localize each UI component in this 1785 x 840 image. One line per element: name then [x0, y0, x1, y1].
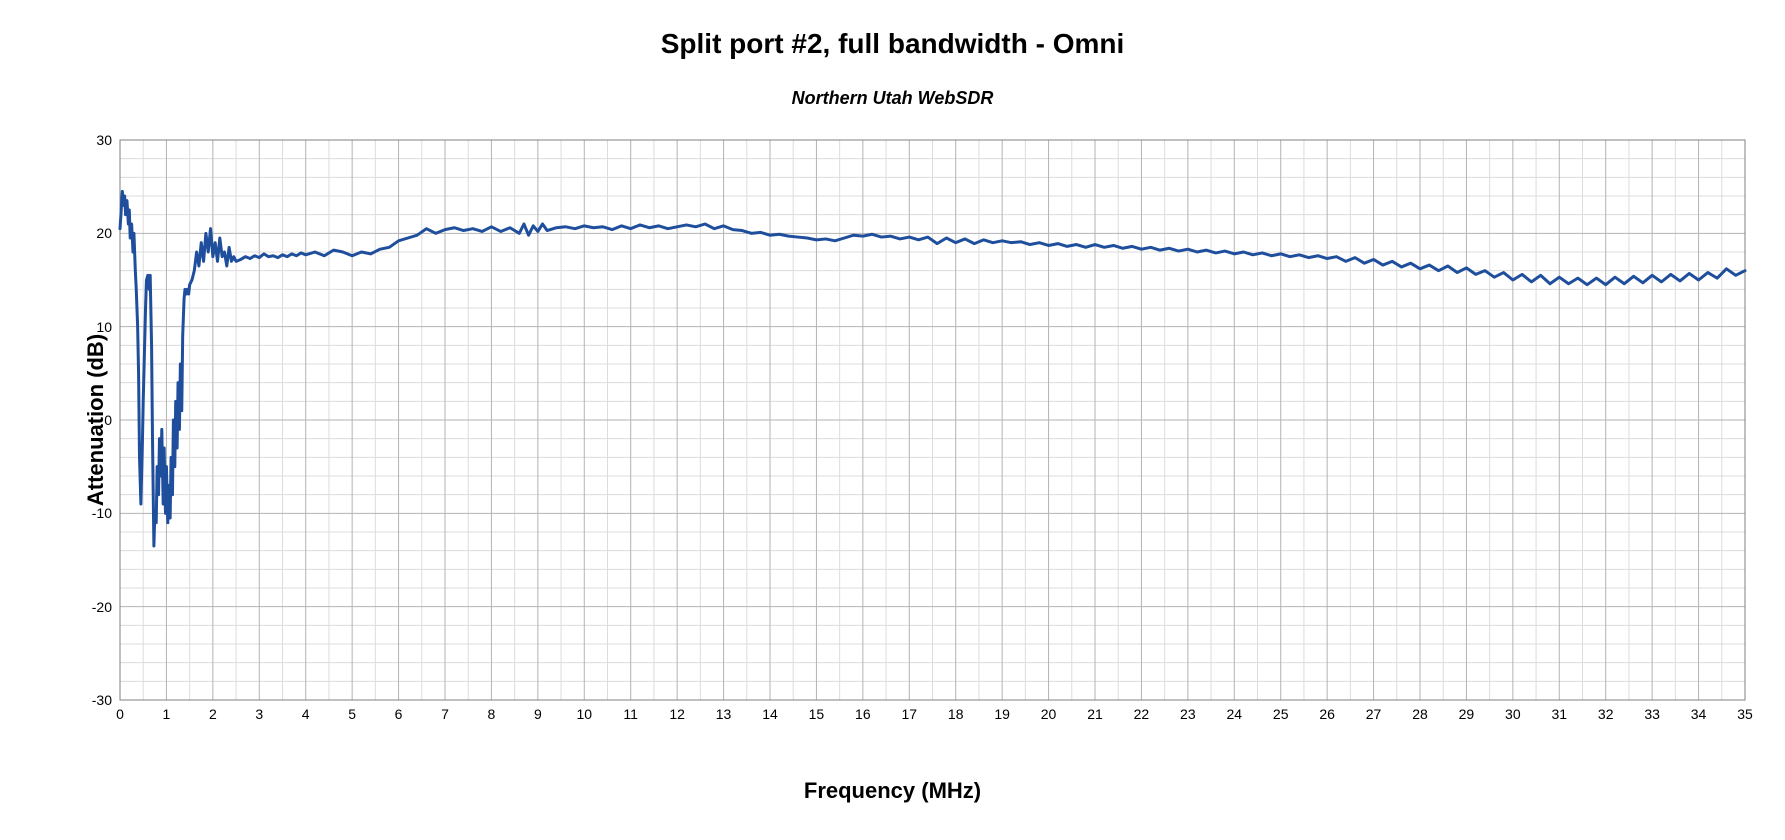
x-tick-label: 19 [994, 700, 1010, 722]
x-tick-label: 12 [669, 700, 685, 722]
x-tick-label: 15 [809, 700, 825, 722]
x-tick-label: 6 [395, 700, 403, 722]
x-tick-label: 32 [1598, 700, 1614, 722]
y-tick-label: 0 [104, 412, 120, 428]
x-tick-label: 3 [255, 700, 263, 722]
x-tick-label: 4 [302, 700, 310, 722]
chart-subtitle: Northern Utah WebSDR [0, 88, 1785, 109]
x-tick-label: 5 [348, 700, 356, 722]
x-tick-label: 23 [1180, 700, 1196, 722]
x-tick-label: 28 [1412, 700, 1428, 722]
x-tick-label: 26 [1319, 700, 1335, 722]
x-tick-label: 7 [441, 700, 449, 722]
x-tick-label: 25 [1273, 700, 1289, 722]
x-tick-label: 18 [948, 700, 964, 722]
x-tick-label: 20 [1041, 700, 1057, 722]
chart-title: Split port #2, full bandwidth - Omni [0, 28, 1785, 60]
x-axis-label: Frequency (MHz) [0, 778, 1785, 804]
x-tick-label: 31 [1551, 700, 1567, 722]
x-tick-label: 13 [716, 700, 732, 722]
x-tick-label: 8 [488, 700, 496, 722]
x-tick-label: 0 [116, 700, 124, 722]
x-tick-label: 30 [1505, 700, 1521, 722]
x-tick-label: 9 [534, 700, 542, 722]
x-tick-label: 34 [1691, 700, 1707, 722]
y-tick-label: -10 [92, 505, 120, 521]
x-tick-label: 10 [576, 700, 592, 722]
chart-svg [120, 140, 1745, 700]
x-tick-label: 11 [623, 700, 638, 722]
x-tick-label: 21 [1087, 700, 1103, 722]
x-tick-label: 16 [855, 700, 871, 722]
x-tick-label: 22 [1134, 700, 1150, 722]
x-tick-label: 1 [163, 700, 171, 722]
chart-container: Split port #2, full bandwidth - Omni Nor… [0, 0, 1785, 840]
x-tick-label: 27 [1366, 700, 1382, 722]
x-tick-label: 14 [762, 700, 778, 722]
y-tick-label: 10 [96, 319, 120, 335]
x-tick-label: 33 [1644, 700, 1660, 722]
y-tick-label: -20 [92, 599, 120, 615]
y-tick-label: 30 [96, 132, 120, 148]
x-tick-label: 17 [901, 700, 917, 722]
y-tick-label: 20 [96, 225, 120, 241]
x-tick-label: 2 [209, 700, 217, 722]
x-tick-label: 24 [1226, 700, 1242, 722]
plot-area: -30-20-100102030012345678910111213141516… [120, 140, 1745, 700]
x-tick-label: 35 [1737, 700, 1753, 722]
x-tick-label: 29 [1459, 700, 1475, 722]
